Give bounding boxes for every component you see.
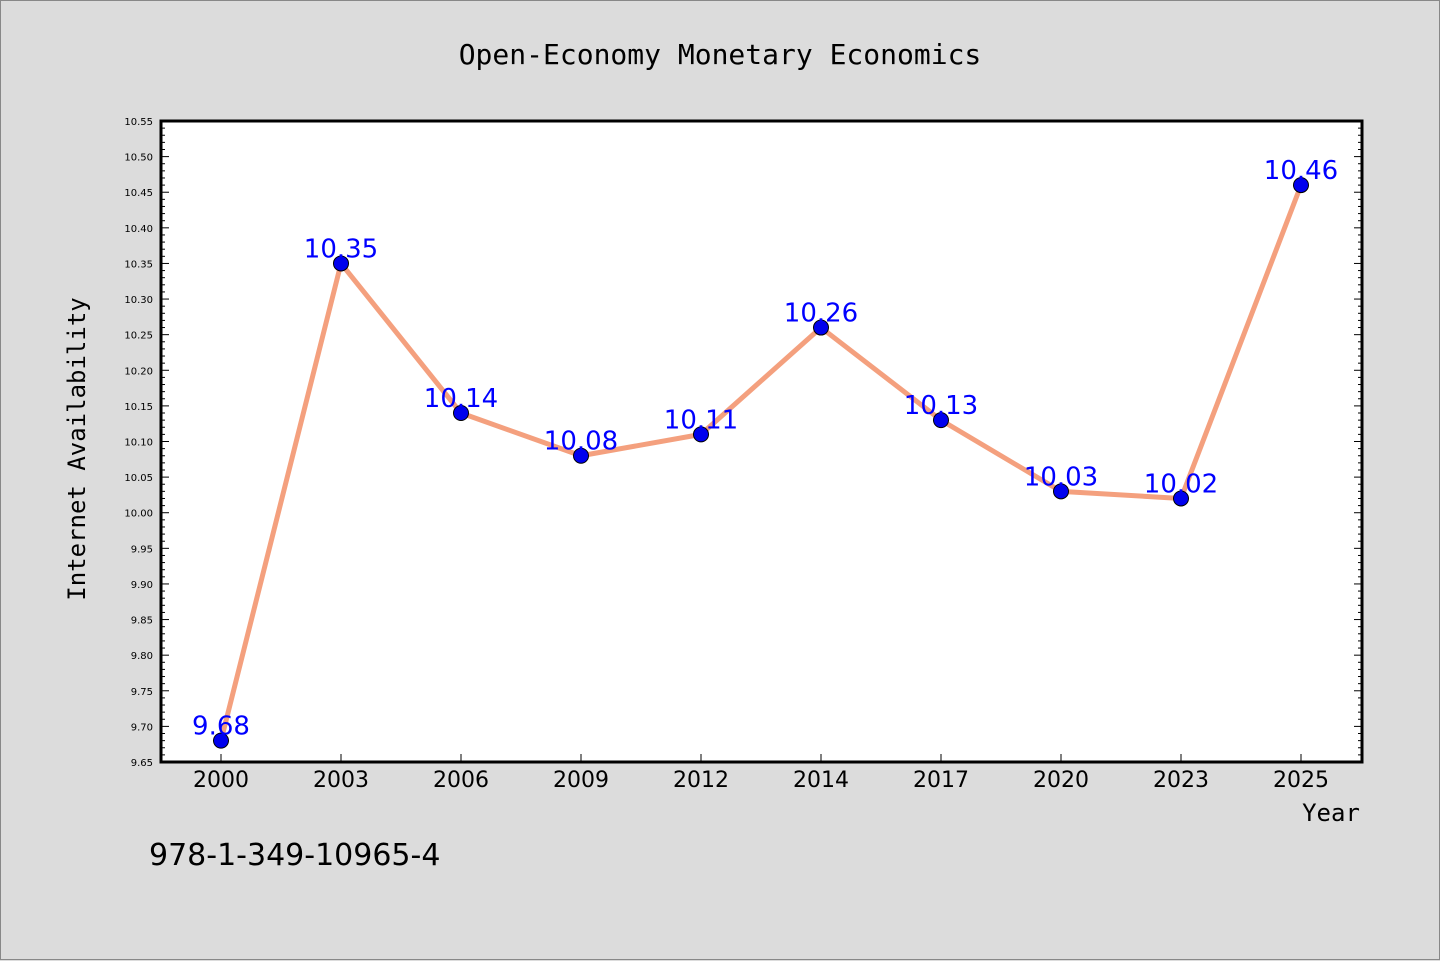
y-tick-label: 10.05 <box>124 473 153 484</box>
data-label: 10.02 <box>1144 469 1218 499</box>
data-point <box>213 732 229 749</box>
data-label: 10.13 <box>904 391 978 421</box>
y-tick-label: 10.40 <box>124 224 153 235</box>
x-tick-label: 2000 <box>193 768 249 793</box>
data-label: 10.03 <box>1024 462 1098 492</box>
y-tick-label: 10.25 <box>124 331 153 342</box>
data-point <box>333 255 349 272</box>
y-tick-label: 9.90 <box>131 580 153 591</box>
data-point <box>573 447 589 464</box>
y-tick-label: 9.80 <box>131 651 153 662</box>
y-tick-label: 9.70 <box>131 722 153 733</box>
x-axis: 2000 2003 2006 2009 2012 2014 2017 2020 2023 2025 <box>193 754 1329 793</box>
y-tick-label: 9.85 <box>131 616 153 627</box>
data-label: 10.14 <box>424 384 498 414</box>
data-label: 10.11 <box>664 405 738 435</box>
data-label: 10.46 <box>1264 156 1338 186</box>
y-tick-label: 10.15 <box>124 402 153 413</box>
data-label: 9.68 <box>192 712 250 742</box>
data-labels: 9.68 10.35 10.14 10.08 10.11 10.26 10.13 10.03 1… <box>192 156 1338 742</box>
y-tick-label: 10.45 <box>124 188 153 199</box>
chart-title: Open-Economy Monetary Economics <box>459 38 982 71</box>
data-point <box>693 426 709 443</box>
y-tick-label: 10.10 <box>124 438 153 449</box>
data-point <box>1173 490 1189 507</box>
y-tick-label: 9.95 <box>131 544 153 555</box>
y-axis: 9.65 9.70 9.75 9.80 9.85 9.90 9.95 10.00 10.05 10… <box>124 117 1362 769</box>
y-tick-label: 10.00 <box>124 509 153 520</box>
x-tick-label: 2025 <box>1273 768 1329 793</box>
data-point <box>933 412 949 429</box>
data-label: 10.26 <box>784 299 858 329</box>
data-point <box>1293 177 1309 194</box>
x-tick-label: 2003 <box>313 768 369 793</box>
y-tick-label: 10.30 <box>124 295 153 306</box>
data-point <box>813 319 829 336</box>
isbn-text: 978-1-349-10965-4 <box>149 838 440 873</box>
data-label: 10.08 <box>544 427 618 457</box>
series-line <box>218 184 1304 742</box>
x-tick-label: 2023 <box>1153 768 1209 793</box>
data-label: 10.35 <box>304 234 378 264</box>
x-tick-label: 2020 <box>1033 768 1089 793</box>
x-tick-label: 2017 <box>913 768 969 793</box>
x-tick-label: 2012 <box>673 768 729 793</box>
x-axis-label: Year <box>1302 799 1360 827</box>
plot-area <box>159 119 1364 764</box>
y-tick-label: 10.35 <box>124 259 153 270</box>
x-tick-label: 2014 <box>793 768 849 793</box>
series-line-group <box>213 177 1309 749</box>
y-tick-label: 9.75 <box>131 687 153 698</box>
data-point <box>1053 483 1069 500</box>
y-tick-label: 10.20 <box>124 366 153 377</box>
y-tick-label: 10.50 <box>124 153 153 164</box>
x-tick-label: 2006 <box>433 768 489 793</box>
x-tick-label: 2009 <box>553 768 609 793</box>
y-tick-label: 10.55 <box>124 117 153 128</box>
y-tick-label: 9.65 <box>131 758 153 769</box>
y-axis-label: Internet Availability <box>63 297 91 600</box>
data-point <box>453 405 469 422</box>
